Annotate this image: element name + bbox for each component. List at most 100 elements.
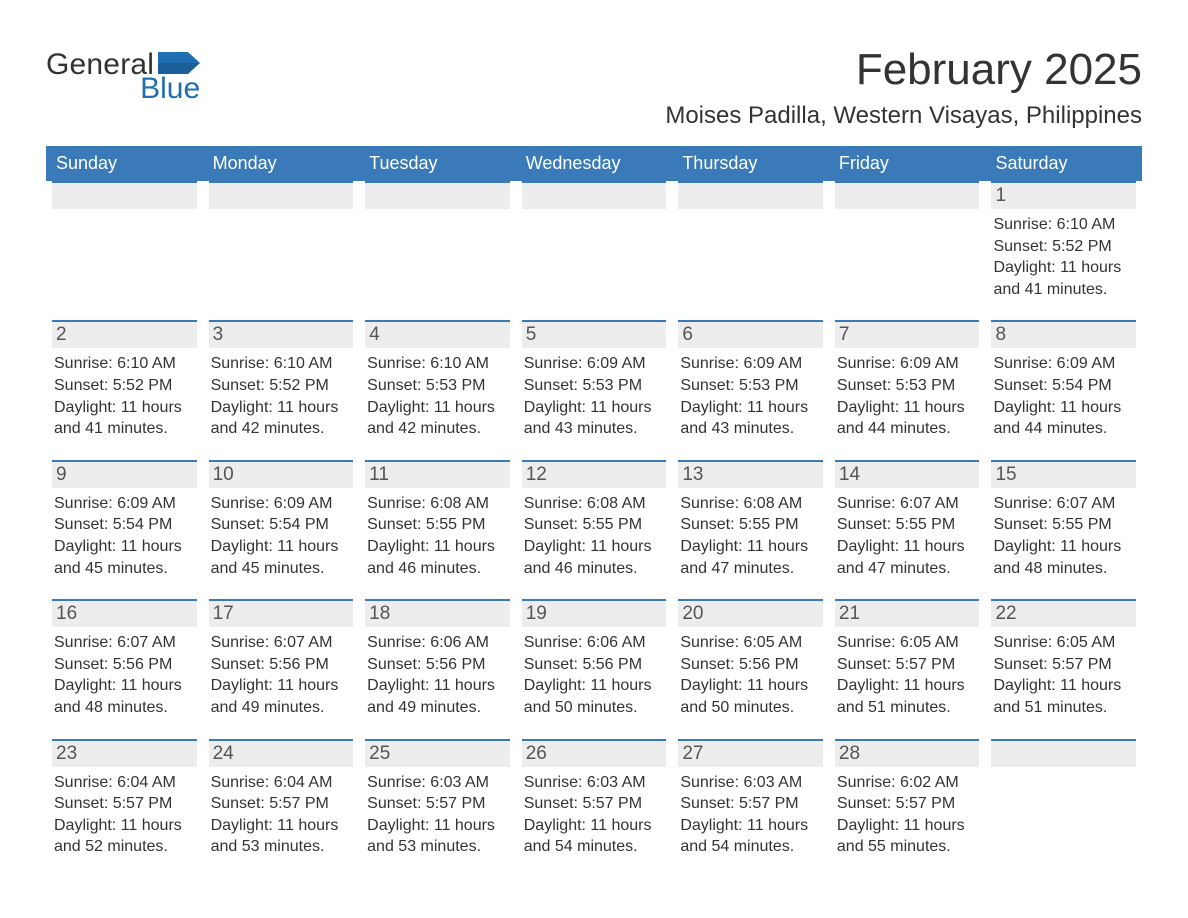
calendar-cell: 22Sunrise: 6:05 AMSunset: 5:57 PMDayligh… — [985, 599, 1142, 738]
sunset-line: Sunset: 5:52 PM — [993, 236, 1134, 258]
sunset-line: Sunset: 5:55 PM — [367, 514, 508, 536]
sunset-line: Sunset: 5:55 PM — [680, 514, 821, 536]
calendar-cell: 15Sunrise: 6:07 AMSunset: 5:55 PMDayligh… — [985, 460, 1142, 599]
day-number-bar: 16 — [52, 599, 197, 627]
sunrise-line: Sunrise: 6:05 AM — [993, 632, 1134, 654]
daylight-line: Daylight: 11 hours and 50 minutes. — [524, 675, 665, 718]
calendar-page: General Blue February 2025 Moises Padill… — [0, 0, 1188, 918]
day-detail: Sunrise: 6:03 AMSunset: 5:57 PMDaylight:… — [678, 772, 823, 858]
day-number-bar: 4 — [365, 320, 510, 348]
weekday-header-cell: Saturday — [985, 146, 1142, 181]
sunset-line: Sunset: 5:54 PM — [993, 375, 1134, 397]
day-detail: Sunrise: 6:07 AMSunset: 5:55 PMDaylight:… — [991, 493, 1136, 579]
day-detail: Sunrise: 6:05 AMSunset: 5:57 PMDaylight:… — [835, 632, 980, 718]
daylight-line: Daylight: 11 hours and 42 minutes. — [367, 397, 508, 440]
day-number-bar: 20 — [678, 599, 823, 627]
day-number-bar: 14 — [835, 460, 980, 488]
sunrise-line: Sunrise: 6:07 AM — [54, 632, 195, 654]
sunset-line: Sunset: 5:57 PM — [680, 793, 821, 815]
header-row: General Blue February 2025 Moises Padill… — [46, 48, 1142, 140]
day-number-bar: 19 — [522, 599, 667, 627]
sunrise-line: Sunrise: 6:05 AM — [680, 632, 821, 654]
daylight-line: Daylight: 11 hours and 53 minutes. — [367, 815, 508, 858]
sunrise-line: Sunrise: 6:03 AM — [680, 772, 821, 794]
calendar-cell — [203, 181, 360, 320]
calendar-cell: 7 Sunrise: 6:09 AMSunset: 5:53 PMDaylight… — [829, 320, 986, 459]
sunrise-line: Sunrise: 6:07 AM — [211, 632, 352, 654]
day-number-bar: 17 — [209, 599, 354, 627]
day-detail: Sunrise: 6:07 AMSunset: 5:56 PMDaylight:… — [209, 632, 354, 718]
day-number-bar — [835, 181, 980, 209]
weekday-header-cell: Sunday — [46, 146, 203, 181]
calendar-cell: 17 Sunrise: 6:07 AMSunset: 5:56 PMDayligh… — [203, 599, 360, 738]
sunrise-line: Sunrise: 6:08 AM — [367, 493, 508, 515]
daylight-line: Daylight: 11 hours and 43 minutes. — [524, 397, 665, 440]
sunset-line: Sunset: 5:57 PM — [367, 793, 508, 815]
day-detail: Sunrise: 6:07 AMSunset: 5:56 PMDaylight:… — [52, 632, 197, 718]
sunrise-line: Sunrise: 6:09 AM — [837, 353, 978, 375]
sunset-line: Sunset: 5:56 PM — [54, 654, 195, 676]
day-detail: Sunrise: 6:05 AMSunset: 5:56 PMDaylight:… — [678, 632, 823, 718]
sunrise-line: Sunrise: 6:04 AM — [211, 772, 352, 794]
day-detail: Sunrise: 6:06 AMSunset: 5:56 PMDaylight:… — [365, 632, 510, 718]
day-detail: Sunrise: 6:07 AMSunset: 5:55 PMDaylight:… — [835, 493, 980, 579]
calendar-cell: 3 Sunrise: 6:10 AMSunset: 5:52 PMDaylight… — [203, 320, 360, 459]
day-detail: Sunrise: 6:08 AMSunset: 5:55 PMDaylight:… — [678, 493, 823, 579]
sunrise-line: Sunrise: 6:07 AM — [993, 493, 1134, 515]
day-number-bar: 12 — [522, 460, 667, 488]
sunrise-line: Sunrise: 6:08 AM — [680, 493, 821, 515]
weekday-header-cell: Friday — [829, 146, 986, 181]
calendar-cell: 11Sunrise: 6:08 AMSunset: 5:55 PMDayligh… — [359, 460, 516, 599]
day-number-bar — [522, 181, 667, 209]
calendar-cell: 28 Sunrise: 6:02 AMSunset: 5:57 PMDayligh… — [829, 739, 986, 878]
title-block: February 2025 Moises Padilla, Western Vi… — [665, 48, 1142, 140]
day-detail: Sunrise: 6:09 AMSunset: 5:53 PMDaylight:… — [835, 353, 980, 439]
weekday-header-cell: Thursday — [672, 146, 829, 181]
day-number-bar: 28 — [835, 739, 980, 767]
sunrise-line: Sunrise: 6:09 AM — [680, 353, 821, 375]
logo-word-blue: Blue — [140, 72, 200, 106]
day-detail: Sunrise: 6:06 AMSunset: 5:56 PMDaylight:… — [522, 632, 667, 718]
calendar-cell: 14 Sunrise: 6:07 AMSunset: 5:55 PMDayligh… — [829, 460, 986, 599]
calendar-cell — [46, 181, 203, 320]
calendar-row: 9Sunrise: 6:09 AMSunset: 5:54 PMDaylight… — [46, 460, 1142, 599]
day-number-bar: 13 — [678, 460, 823, 488]
calendar-cell: 13 Sunrise: 6:08 AMSunset: 5:55 PMDayligh… — [672, 460, 829, 599]
day-number-bar: 7 — [835, 320, 980, 348]
daylight-line: Daylight: 11 hours and 47 minutes. — [680, 536, 821, 579]
day-detail: Sunrise: 6:08 AMSunset: 5:55 PMDaylight:… — [522, 493, 667, 579]
sunrise-line: Sunrise: 6:08 AM — [524, 493, 665, 515]
day-detail: Sunrise: 6:02 AMSunset: 5:57 PMDaylight:… — [835, 772, 980, 858]
calendar-grid: SundayMondayTuesdayWednesdayThursdayFrid… — [46, 146, 1142, 878]
daylight-line: Daylight: 11 hours and 51 minutes. — [837, 675, 978, 718]
calendar-cell: 21Sunrise: 6:05 AMSunset: 5:57 PMDayligh… — [829, 599, 986, 738]
calendar-cell — [829, 181, 986, 320]
sunrise-line: Sunrise: 6:09 AM — [211, 493, 352, 515]
daylight-line: Daylight: 11 hours and 44 minutes. — [837, 397, 978, 440]
calendar-cell: 8Sunrise: 6:09 AMSunset: 5:54 PMDaylight… — [985, 320, 1142, 459]
sunset-line: Sunset: 5:57 PM — [211, 793, 352, 815]
sunset-line: Sunset: 5:56 PM — [211, 654, 352, 676]
day-number-bar: 23 — [52, 739, 197, 767]
daylight-line: Daylight: 11 hours and 53 minutes. — [211, 815, 352, 858]
daylight-line: Daylight: 11 hours and 44 minutes. — [993, 397, 1134, 440]
day-detail: Sunrise: 6:10 AMSunset: 5:52 PMDaylight:… — [209, 353, 354, 439]
daylight-line: Daylight: 11 hours and 41 minutes. — [993, 257, 1134, 300]
calendar-cell: 5Sunrise: 6:09 AMSunset: 5:53 PMDaylight… — [516, 320, 673, 459]
calendar-cell: 16 Sunrise: 6:07 AMSunset: 5:56 PMDayligh… — [46, 599, 203, 738]
sunset-line: Sunset: 5:56 PM — [367, 654, 508, 676]
sunrise-line: Sunrise: 6:06 AM — [524, 632, 665, 654]
daylight-line: Daylight: 11 hours and 51 minutes. — [993, 675, 1134, 718]
calendar-cell: 2Sunrise: 6:10 AMSunset: 5:52 PMDaylight… — [46, 320, 203, 459]
calendar-cell: 27Sunrise: 6:03 AMSunset: 5:57 PMDayligh… — [672, 739, 829, 878]
day-detail: Sunrise: 6:09 AMSunset: 5:54 PMDaylight:… — [52, 493, 197, 579]
sunset-line: Sunset: 5:56 PM — [524, 654, 665, 676]
day-number-bar — [52, 181, 197, 209]
day-number-bar: 5 — [522, 320, 667, 348]
location-title: Moises Padilla, Western Visayas, Philipp… — [665, 102, 1142, 130]
calendar-row: 23Sunrise: 6:04 AMSunset: 5:57 PMDayligh… — [46, 739, 1142, 878]
day-number-bar — [365, 181, 510, 209]
day-detail: Sunrise: 6:10 AMSunset: 5:52 PMDaylight:… — [52, 353, 197, 439]
day-detail: Sunrise: 6:08 AMSunset: 5:55 PMDaylight:… — [365, 493, 510, 579]
day-number-bar: 3 — [209, 320, 354, 348]
